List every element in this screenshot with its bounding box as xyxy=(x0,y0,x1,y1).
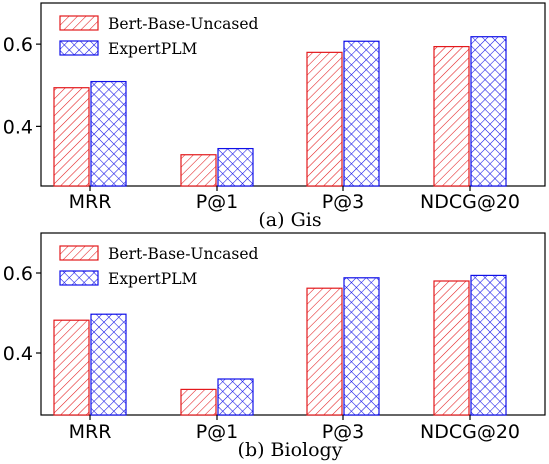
legend-swatch-bert xyxy=(59,245,99,261)
plot-frame xyxy=(40,2,546,187)
y-axis: 0.4 0.6 xyxy=(3,34,41,138)
chart-panel-biology: 0.4 0.6 MRR P@1 P@3 NDCG@20 Bert-Base-Uncase… xyxy=(3,232,546,461)
legend-label-expertplm: ExpertPLM xyxy=(108,270,198,288)
bar-bert-mrr xyxy=(53,319,90,416)
bar-group xyxy=(53,36,507,187)
x-tick-label: NDCG@20 xyxy=(420,191,520,213)
bar-expertplm-p3 xyxy=(343,40,380,187)
legend-swatch-expertplm xyxy=(59,40,99,56)
x-axis: MRR P@1 P@3 NDCG@20 xyxy=(69,415,520,443)
legend: Bert-Base-Uncased ExpertPLM xyxy=(59,245,259,288)
x-tick-label: P@3 xyxy=(322,191,365,213)
y-axis: 0.4 0.6 xyxy=(3,263,41,365)
legend-label-bert: Bert-Base-Uncased xyxy=(108,15,259,33)
x-tick-label: P@1 xyxy=(196,191,239,213)
x-tick-label: P@1 xyxy=(196,421,239,443)
plot-frame xyxy=(40,232,546,416)
bar-expertplm-mrr xyxy=(90,80,127,187)
bar-bert-mrr xyxy=(53,87,90,187)
bar-expertplm-ndcg20 xyxy=(470,274,507,416)
bar-bert-p1 xyxy=(180,388,217,416)
bar-group xyxy=(53,274,507,416)
legend-label-bert: Bert-Base-Uncased xyxy=(108,245,259,263)
bar-bert-ndcg20 xyxy=(433,45,470,187)
x-tick-label: MRR xyxy=(69,191,112,213)
legend-swatch-bert xyxy=(59,15,99,31)
x-tick-label: NDCG@20 xyxy=(420,421,520,443)
bar-bert-p3 xyxy=(306,51,343,187)
bar-bert-p1 xyxy=(180,154,217,187)
bar-bert-ndcg20 xyxy=(433,280,470,416)
y-tick-label: 0.6 xyxy=(3,263,33,285)
bar-expertplm-p1 xyxy=(217,147,254,187)
legend-label-expertplm: ExpertPLM xyxy=(108,40,198,58)
bar-expertplm-p1 xyxy=(217,378,254,416)
y-tick-label: 0.4 xyxy=(3,343,33,365)
chart-panel-gis: 0.4 0.6 MRR P@1 P@3 NDCG@20 Bert-Base-Uncase… xyxy=(3,2,546,231)
chart-caption: (a) Gis xyxy=(258,209,321,231)
legend-swatch-expertplm xyxy=(59,270,99,286)
x-tick-label: P@3 xyxy=(322,421,365,443)
bar-expertplm-ndcg20 xyxy=(470,36,507,187)
bar-bert-p3 xyxy=(306,287,343,416)
bar-expertplm-mrr xyxy=(90,313,127,416)
y-tick-label: 0.6 xyxy=(3,34,33,56)
chart-caption: (b) Biology xyxy=(238,439,343,461)
legend: Bert-Base-Uncased ExpertPLM xyxy=(59,15,259,58)
bar-expertplm-p3 xyxy=(343,277,380,416)
y-tick-label: 0.4 xyxy=(3,116,33,138)
x-tick-label: MRR xyxy=(69,421,112,443)
x-axis: MRR P@1 P@3 NDCG@20 xyxy=(69,186,520,213)
